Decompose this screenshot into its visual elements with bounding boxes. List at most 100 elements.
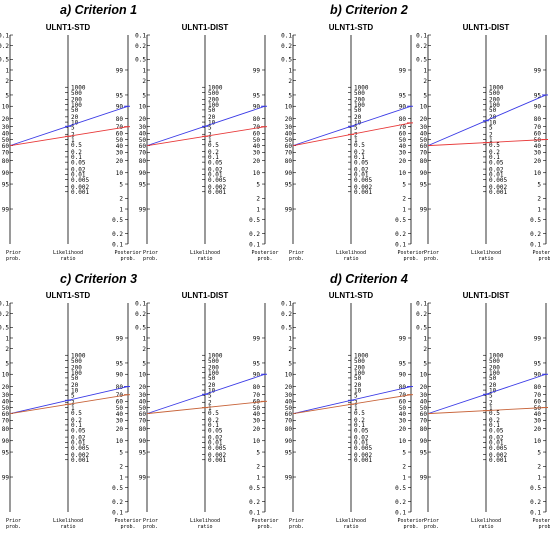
prior-tick-label: 95 <box>139 181 147 188</box>
lr-tick-label: 5 <box>354 125 358 132</box>
prior-tick-label: 70 <box>420 418 428 425</box>
lr-tick-label: 0.05 <box>489 427 504 434</box>
prior-tick-label: 10 <box>139 372 147 379</box>
prior-tick-label: 5 <box>142 360 146 367</box>
lr-tick-label: 500 <box>489 358 500 365</box>
lr-tick-label: 1000 <box>71 353 86 360</box>
lr-tick-label: 0.5 <box>71 410 82 417</box>
prior-tick-label: 2 <box>142 346 146 353</box>
lr-tick-label: 0.001 <box>71 457 89 464</box>
posterior-axis-label-line2: prob. <box>403 256 418 262</box>
lr-tick-label: 0.001 <box>71 189 89 196</box>
posterior-tick-label: 95 <box>399 360 407 367</box>
prior-tick-label: 20 <box>2 116 10 123</box>
prior-tick-label: 20 <box>139 384 147 391</box>
panel-title: ULNT1-DIST <box>463 291 510 300</box>
posterior-tick-label: 99 <box>116 67 124 74</box>
lr-axis-label-line2: ratio <box>343 256 358 262</box>
prior-tick-label: 0.1 <box>135 300 146 307</box>
posterior-axis-label-line2: prob. <box>120 256 135 262</box>
lr-tick-label: 0.1 <box>71 422 82 429</box>
prior-tick-label: 99 <box>420 474 428 481</box>
prior-tick-label: 0.1 <box>0 300 9 307</box>
posterior-tick-label: 5 <box>119 181 123 188</box>
lr-tick-label: 0.2 <box>489 149 500 156</box>
prior-tick-label: 90 <box>285 170 293 177</box>
lr-tick-label: 500 <box>71 358 82 365</box>
nomogram-4: ULNT1-DIST0.10.20.5125102030405060708090… <box>416 23 550 262</box>
prior-axis-label-line2: prob. <box>289 256 304 262</box>
lr-tick-label: 0.01 <box>489 440 504 447</box>
lr-tick-label: 0.002 <box>354 184 372 191</box>
prior-axis-label: Prior <box>6 518 21 524</box>
posterior-tick-label: 70 <box>399 392 407 399</box>
posterior-tick-label: 0.5 <box>530 485 541 492</box>
lr-tick-label: 0.005 <box>71 445 89 452</box>
prior-tick-label: 60 <box>285 143 293 150</box>
lr-tick-label: 2 <box>354 132 358 139</box>
lr-tick-label: 20 <box>71 382 79 389</box>
prior-tick-label: 60 <box>139 143 147 150</box>
posterior-axis-label-line2: prob. <box>257 524 272 530</box>
prior-tick-label: 60 <box>2 411 10 418</box>
lr-tick-label: 0.01 <box>208 172 223 179</box>
lr-tick-label: 1 <box>354 405 358 412</box>
criterion-3-title: c) Criterion 3 <box>60 272 138 286</box>
lr-tick-label: 2 <box>71 132 75 139</box>
prior-tick-label: 0.1 <box>281 32 292 39</box>
lr-tick-label: 5 <box>71 393 75 400</box>
prior-tick-label: 20 <box>420 116 428 123</box>
lr-axis-label-line2: ratio <box>478 524 493 530</box>
lr-tick-label: 0.005 <box>71 177 89 184</box>
prior-tick-label: 70 <box>2 150 10 157</box>
prior-tick-label: 40 <box>2 399 10 406</box>
lr-tick-label: 0.5 <box>489 142 500 149</box>
posterior-tick-label: 99 <box>534 335 542 342</box>
prior-tick-label: 20 <box>285 384 293 391</box>
prior-tick-label: 70 <box>139 418 147 425</box>
prior-tick-label: 10 <box>420 104 428 111</box>
lr-tick-label: 1000 <box>354 353 369 360</box>
posterior-tick-label: 2 <box>256 464 260 471</box>
prior-tick-label: 90 <box>2 438 10 445</box>
prior-tick-label: 70 <box>2 418 10 425</box>
panel-title: ULNT1-DIST <box>182 291 229 300</box>
posterior-tick-label: 30 <box>253 150 261 157</box>
prior-tick-label: 0.2 <box>135 43 146 50</box>
posterior-tick-label: 1 <box>119 206 123 213</box>
lr-tick-label: 0.001 <box>208 189 226 196</box>
lr-tick-label: 500 <box>354 358 365 365</box>
posterior-tick-label: 0.5 <box>395 485 406 492</box>
prior-tick-label: 2 <box>288 78 292 85</box>
lr-tick-label: 0.005 <box>489 445 507 452</box>
lr-tick-label: 200 <box>354 97 365 104</box>
lr-tick-label: 0.5 <box>71 142 82 149</box>
lr-tick-label: 100 <box>208 102 219 109</box>
lr-tick-label: 0.05 <box>354 427 369 434</box>
prior-tick-label: 70 <box>285 150 293 157</box>
prior-tick-label: 50 <box>420 405 428 412</box>
posterior-tick-label: 80 <box>534 384 542 391</box>
prior-tick-label: 0.1 <box>135 32 146 39</box>
lr-tick-label: 50 <box>71 375 79 382</box>
lr-tick-label: 10 <box>354 119 362 126</box>
lr-tick-label: 50 <box>208 107 216 114</box>
posterior-tick-label: 5 <box>402 181 406 188</box>
lr-tick-label: 200 <box>208 365 219 372</box>
prior-tick-label: 0.2 <box>0 43 9 50</box>
lr-axis-label: Likelihood <box>471 250 501 256</box>
lr-tick-label: 20 <box>489 382 497 389</box>
lr-tick-label: 20 <box>354 114 362 121</box>
lr-tick-label: 0.002 <box>489 184 507 191</box>
lr-tick-label: 1 <box>208 405 212 412</box>
posterior-tick-label: 70 <box>116 124 124 131</box>
prior-tick-label: 0.5 <box>416 57 427 64</box>
prior-axis-label: Prior <box>6 250 21 256</box>
posterior-tick-label: 95 <box>116 92 124 99</box>
prior-tick-label: 0.1 <box>416 32 427 39</box>
posterior-tick-label: 2 <box>537 196 541 203</box>
prior-tick-label: 50 <box>420 137 428 144</box>
lr-tick-label: 0.2 <box>71 149 82 156</box>
lr-tick-label: 0.005 <box>489 177 507 184</box>
prior-tick-label: 30 <box>2 392 10 399</box>
